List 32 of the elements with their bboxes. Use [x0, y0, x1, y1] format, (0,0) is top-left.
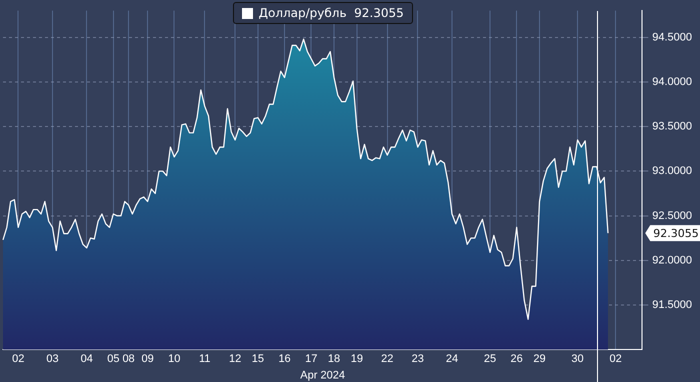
x-tick-label: 08: [122, 353, 135, 366]
x-tick-label: 25: [484, 353, 496, 366]
x-tick-label: 15: [252, 353, 264, 366]
x-tick-label: 22: [381, 353, 394, 366]
x-tick-label: 19: [350, 353, 363, 366]
x-tick-label: 03: [46, 353, 59, 366]
y-tick-label: 93.0000: [652, 165, 692, 178]
x-tick-label: 16: [278, 353, 291, 366]
x-axis-title: Apr 2024: [300, 369, 345, 382]
y-tick-label: 92.5000: [652, 210, 692, 222]
x-tick-label: 12: [228, 353, 242, 366]
y-tick-label: 92.0000: [652, 254, 692, 266]
y-tick-label: 94.5000: [652, 31, 692, 44]
y-tick-label: 93.5000: [652, 120, 692, 133]
text: 92.3055: [653, 226, 699, 240]
legend-label: Доллар/рубль 92.3055: [258, 6, 404, 20]
x-tick-label: 26: [510, 353, 523, 366]
x-tick-label: 02: [609, 353, 622, 366]
x-tick-label: 23: [412, 353, 424, 366]
y-tick-label: 91.5000: [652, 299, 692, 312]
x-tick-label: 29: [533, 353, 546, 366]
x-tick-label: 17: [305, 353, 318, 366]
x-tick-label: 09: [141, 353, 154, 366]
x-tick-label: 11: [198, 353, 210, 366]
x-tick-label: 05: [107, 353, 120, 366]
y-tick-label: 94.0000: [652, 76, 692, 88]
x-tick-label: 18: [328, 353, 340, 366]
x-tick-label: 24: [446, 353, 458, 366]
x-tick-label: 10: [168, 353, 180, 366]
x-tick-label: 02: [12, 353, 24, 366]
x-tick-label: 04: [80, 353, 93, 366]
x-tick-label: 30: [571, 353, 584, 366]
